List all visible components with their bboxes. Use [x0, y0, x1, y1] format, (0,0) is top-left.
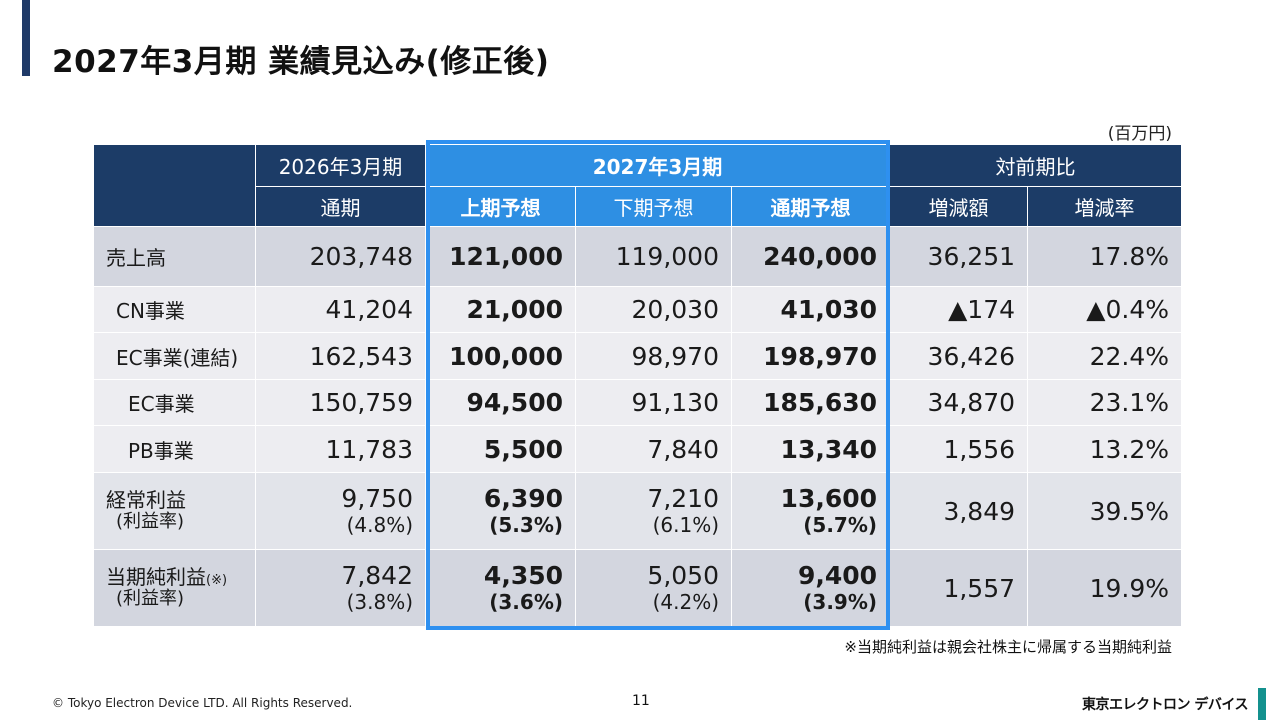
cell-change-rate: 17.8% [1027, 226, 1183, 287]
cell-first-half: 4,350 (3.6%) [425, 549, 576, 627]
table-row-net-sales: 売上高 203,748 121,000 119,000 240,000 36,2… [93, 226, 1183, 287]
row-label: 経常利益 (利益率) [93, 472, 256, 550]
header-fy2027: 2027年3月期 [424, 144, 891, 187]
row-label: 当期純利益(※) (利益率) [93, 549, 256, 627]
row-label-text: 当期純利益 [106, 565, 206, 590]
cell-fy2026: 41,204 [255, 286, 426, 333]
value: 5,050 [647, 561, 719, 591]
copyright: © Tokyo Electron Device LTD. All Rights … [52, 696, 353, 710]
footnote-mark: (※) [206, 573, 228, 589]
cell-fy2026: 7,842 (3.8%) [255, 549, 426, 627]
cell-change-rate: 13.2% [1027, 425, 1183, 473]
header-change-amount: 増減額 [889, 186, 1029, 227]
value: 9,750 [341, 484, 413, 514]
unit-label: (百万円) [1107, 124, 1172, 144]
margin: (5.3%) [489, 512, 563, 537]
cell-second-half: 91,130 [575, 379, 732, 426]
page-title: 2027年3月期 業績見込み(修正後) [52, 44, 550, 80]
cell-full-year: 13,600 (5.7%) [730, 472, 891, 550]
value: 7,842 [341, 561, 413, 591]
header-first-half-forecast: 上期予想 [425, 186, 576, 227]
value: 9,400 [797, 561, 878, 591]
cell-change-rate: ▲0.4% [1027, 286, 1183, 333]
row-label: PB事業 [93, 425, 256, 473]
header-fy2026: 2026年3月期 [255, 144, 426, 187]
cell-change-rate: 19.9% [1027, 549, 1183, 627]
cell-full-year: 13,340 [730, 425, 891, 473]
header-fy2026-full: 通期 [255, 186, 426, 227]
table-row-ordinary-income: 経常利益 (利益率) 9,750 (4.8%) 6,390 (5.3%) 7,2… [93, 472, 1183, 550]
cell-full-year: 240,000 [730, 226, 891, 287]
row-label-main: 当期純利益(※) [106, 566, 245, 589]
value: 6,390 [483, 484, 563, 514]
page-number: 11 [632, 693, 650, 709]
header-second-half-forecast: 下期予想 [575, 186, 732, 227]
row-label-sub: (利益率) [116, 511, 185, 533]
cell-change-amount: ▲174 [889, 286, 1029, 333]
row-label-sub: (利益率) [116, 588, 185, 610]
margin: (6.1%) [652, 512, 719, 537]
cell-first-half: 21,000 [425, 286, 576, 333]
cell-second-half: 119,000 [575, 226, 732, 287]
cell-second-half: 7,210 (6.1%) [575, 472, 732, 550]
margin: (4.2%) [652, 589, 719, 614]
title-accent-bar [22, 0, 30, 76]
cell-change-rate: 22.4% [1027, 332, 1183, 380]
cell-fy2026: 150,759 [255, 379, 426, 426]
cell-change-amount: 34,870 [889, 379, 1029, 426]
header-comparison: 対前期比 [889, 144, 1183, 187]
table-row-ec-consolidated: EC事業(連結) 162,543 100,000 98,970 198,970 … [93, 332, 1183, 380]
cell-second-half: 20,030 [575, 286, 732, 333]
cell-change-amount: 1,557 [889, 549, 1029, 627]
row-label-main: 経常利益 [106, 488, 186, 513]
margin: (3.9%) [803, 589, 878, 614]
row-label: EC事業 [93, 379, 256, 426]
value: 7,210 [647, 484, 719, 514]
table-row-ec: EC事業 150,759 94,500 91,130 185,630 34,87… [93, 379, 1183, 426]
footnote: ※当期純利益は親会社株主に帰属する当期純利益 [844, 638, 1172, 656]
cell-full-year: 41,030 [730, 286, 891, 333]
table-row-cn: CN事業 41,204 21,000 20,030 41,030 ▲174 ▲0… [93, 286, 1183, 333]
header-corner [93, 144, 256, 227]
cell-first-half: 100,000 [425, 332, 576, 380]
cell-fy2026: 9,750 (4.8%) [255, 472, 426, 550]
cell-first-half: 5,500 [425, 425, 576, 473]
value: 13,600 [780, 484, 878, 514]
cell-fy2026: 162,543 [255, 332, 426, 380]
cell-first-half: 6,390 (5.3%) [425, 472, 576, 550]
margin: (5.7%) [803, 512, 878, 537]
row-label: CN事業 [93, 286, 256, 333]
header-full-year-forecast: 通期予想 [730, 186, 891, 227]
cell-change-amount: 1,556 [889, 425, 1029, 473]
row-label: EC事業(連結) [93, 332, 256, 380]
margin: (3.6%) [489, 589, 563, 614]
cell-fy2026: 203,748 [255, 226, 426, 287]
cell-change-rate: 39.5% [1027, 472, 1183, 550]
cell-change-amount: 36,426 [889, 332, 1029, 380]
margin: (3.8%) [346, 589, 413, 614]
cell-second-half: 7,840 [575, 425, 732, 473]
row-label: 売上高 [93, 226, 256, 287]
corner-accent-bar [1258, 688, 1266, 720]
cell-full-year: 185,630 [730, 379, 891, 426]
cell-full-year: 198,970 [730, 332, 891, 380]
header-row-2: 通期 上期予想 下期予想 通期予想 増減額 増減率 [94, 186, 1183, 227]
header-row-1: 2026年3月期 2027年3月期 対前期比 [93, 144, 1183, 227]
cell-change-rate: 23.1% [1027, 379, 1183, 426]
table-row-net-income: 当期純利益(※) (利益率) 7,842 (3.8%) 4,350 (3.6%)… [93, 549, 1183, 627]
cell-change-amount: 36,251 [889, 226, 1029, 287]
cell-first-half: 121,000 [425, 226, 576, 287]
header-change-rate: 増減率 [1027, 186, 1183, 227]
cell-change-amount: 3,849 [889, 472, 1029, 550]
value: 4,350 [483, 561, 563, 591]
cell-second-half: 5,050 (4.2%) [575, 549, 732, 627]
cell-second-half: 98,970 [575, 332, 732, 380]
margin: (4.8%) [346, 512, 413, 537]
cell-full-year: 9,400 (3.9%) [730, 549, 891, 627]
cell-fy2026: 11,783 [255, 425, 426, 473]
table-row-pb: PB事業 11,783 5,500 7,840 13,340 1,556 13.… [93, 425, 1183, 473]
results-table: 2026年3月期 2027年3月期 対前期比 通期 上期予想 下期予想 通期予想… [93, 144, 1183, 627]
company-logo: 東京エレクトロン デバイス [1082, 697, 1248, 713]
cell-first-half: 94,500 [425, 379, 576, 426]
